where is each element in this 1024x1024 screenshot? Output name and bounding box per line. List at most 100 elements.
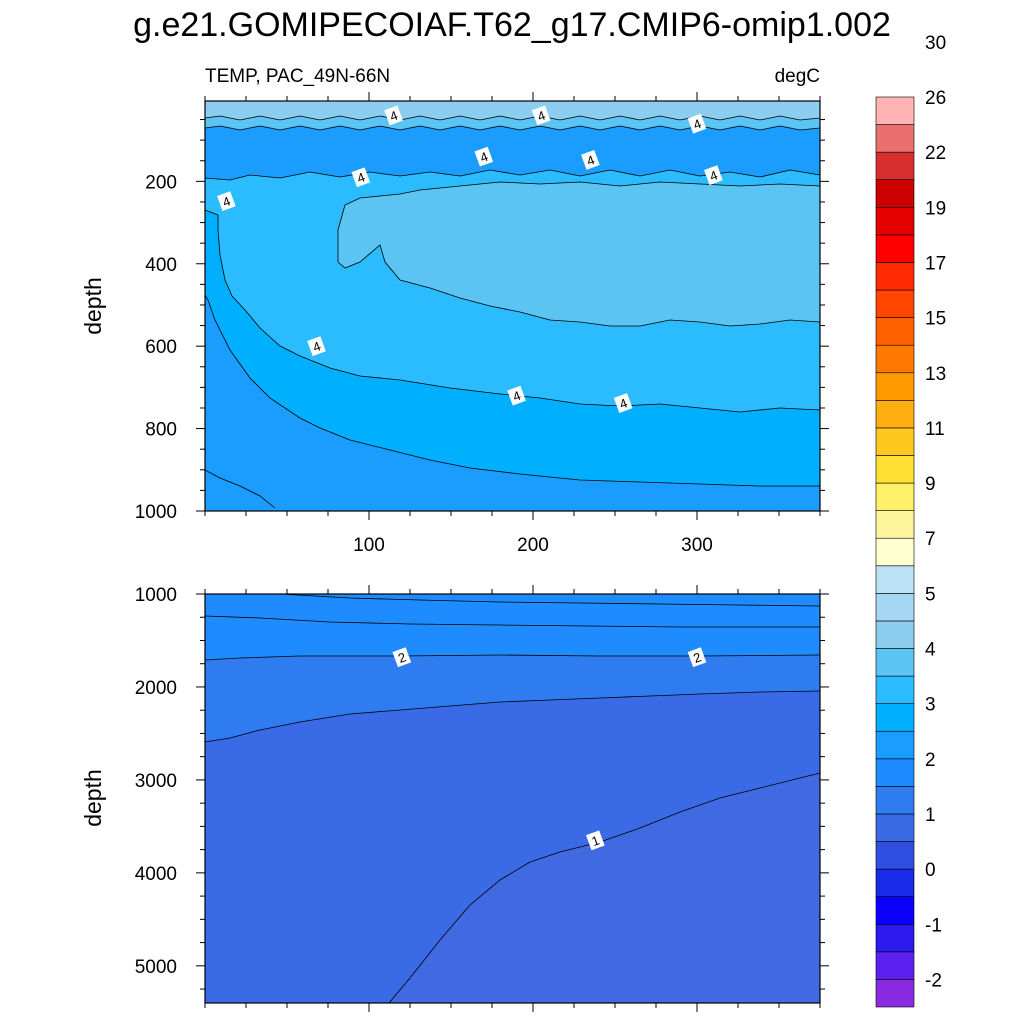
upper-contour-label: 4	[704, 165, 723, 186]
colorbar-label: 5	[925, 584, 936, 605]
upper-contour-label-bg	[351, 167, 371, 188]
upper-xtick-label: 100	[353, 535, 385, 556]
colorbar-swatch	[875, 565, 915, 594]
colorbar-swatch	[875, 124, 915, 153]
colorbar-swatch	[875, 96, 915, 125]
colorbar-label: 0	[925, 860, 936, 881]
upper-contour-label: 4	[687, 113, 707, 134]
colorbar-label: 11	[925, 419, 945, 440]
colorbar-label: 17	[925, 253, 946, 274]
lower-contour-label: 2	[392, 647, 412, 668]
colorbar-swatch	[875, 620, 915, 649]
upper-contour-label-text: 4	[535, 108, 547, 125]
colorbar-swatch	[875, 951, 915, 980]
colorbar-swatch	[875, 207, 915, 236]
upper-xtick-label: 200	[517, 535, 549, 556]
lower-ylabel: depth	[80, 769, 106, 827]
upper-contour-label-bg	[687, 113, 707, 134]
colorbar-swatch	[875, 234, 915, 263]
lower-ytick-label: 5000	[135, 957, 177, 978]
upper-contour-label-text: 4	[478, 149, 490, 166]
upper-contour-label-text: 4	[221, 193, 233, 210]
figure-title: g.e21.GOMIPECOIAF.T62_g17.CMIP6-omip1.00…	[133, 6, 891, 44]
colorbar-swatch	[875, 923, 915, 953]
lower-band-below0	[389, 773, 820, 1003]
colorbar-swatch	[875, 758, 915, 787]
colorbar-label: 2	[925, 750, 936, 771]
upper-ylabel: depth	[80, 277, 106, 335]
colorbar-swatch	[875, 151, 915, 181]
upper-subtitle-right: degC	[775, 66, 820, 87]
colorbar-label: 13	[925, 364, 946, 385]
lower-axes: 1000 2000 3000 4000 5000	[135, 585, 829, 1012]
colorbar-swatch	[875, 896, 915, 925]
upper-subtitle-left: TEMP, PAC_49N-66N	[205, 66, 390, 87]
colorbar-label: -1	[925, 915, 942, 936]
lower-contour-labels: 2 2 1	[392, 647, 707, 851]
upper-contour-label-bg	[384, 105, 403, 126]
upper-band-top-warm	[205, 101, 820, 120]
lower-contour-label-text: 1	[590, 833, 602, 850]
colorbar-swatch	[875, 841, 915, 870]
upper-xtick-label: 300	[681, 535, 713, 556]
upper-contour-lines	[204, 115, 821, 509]
lower-contour-label-bg	[687, 647, 707, 668]
upper-contour-label-text: 4	[585, 152, 597, 169]
lower-ytick-label: 4000	[135, 864, 177, 885]
colorbar-swatch	[875, 289, 915, 318]
colorbar-swatch	[875, 482, 915, 511]
upper-contour-label: 4	[217, 191, 236, 212]
upper-contour-label: 4	[384, 105, 403, 126]
colorbar-swatch	[875, 675, 915, 704]
upper-contour-label: 4	[531, 105, 551, 126]
upper-contour-label-bg	[474, 146, 494, 167]
colorbar-label: 15	[925, 309, 946, 330]
upper-band-5to7	[338, 182, 820, 326]
upper-contour-label-bg	[613, 393, 633, 413]
colorbar: -2 -1 0 1 2 3 4 5 7 9 11 13 15 17 19 22 26 30	[875, 33, 946, 1008]
lower-panel: 2 2 1 1000 2000 3000 4000 5000 depth	[80, 585, 829, 1012]
upper-contour-label: 4	[581, 150, 600, 170]
colorbar-swatch	[875, 537, 915, 567]
upper-ytick-label: 1000	[135, 502, 177, 523]
colorbar-swatch	[875, 372, 915, 401]
lower-ytick-label: 3000	[135, 771, 177, 792]
colorbar-swatch	[875, 813, 915, 842]
upper-contour-label-bg	[307, 336, 326, 357]
upper-contour-label-text: 4	[311, 338, 323, 355]
colorbar-label: -2	[925, 970, 942, 991]
colorbar-label: 3	[925, 695, 936, 716]
colorbar-label: 30	[925, 33, 946, 54]
colorbar-swatch	[875, 455, 915, 484]
upper-contour-label-text: 4	[388, 108, 400, 125]
upper-contour-label: 4	[613, 393, 633, 413]
colorbar-label: 9	[925, 474, 936, 495]
upper-ytick-label: 200	[145, 172, 177, 193]
colorbar-swatch	[875, 317, 915, 346]
colorbar-label: 26	[925, 88, 946, 109]
colorbar-label: 4	[925, 640, 936, 661]
upper-contour-label: 4	[351, 167, 371, 188]
upper-contour-labels: 4 4 4 4 4 4 4 4 4 4 4	[217, 105, 723, 413]
lower-contour-label-text: 2	[691, 649, 703, 666]
colorbar-swatch	[875, 730, 915, 760]
colorbar-swatch	[875, 786, 915, 815]
colorbar-swatch	[875, 400, 915, 429]
colorbar-label: 7	[925, 529, 936, 550]
lower-contour-label-text: 2	[396, 649, 408, 666]
upper-contour-label-text: 4	[691, 116, 703, 133]
colorbar-swatch	[875, 703, 915, 732]
upper-contour-label-text: 4	[617, 395, 629, 412]
colorbar-swatch	[875, 427, 915, 456]
upper-contour-label-bg	[217, 191, 236, 212]
upper-ytick-label: 800	[145, 420, 177, 441]
colorbar-swatch	[875, 179, 915, 208]
colorbar-swatch	[875, 262, 915, 291]
lower-ytick-label: 2000	[135, 678, 177, 699]
colorbar-swatch	[875, 868, 915, 897]
upper-contour-label-text: 4	[708, 167, 720, 184]
lower-contour-label-bg	[392, 647, 412, 668]
upper-contour-label-bg	[507, 385, 526, 406]
upper-axes: 100 200 300 200 400 600 800 1000	[135, 92, 829, 556]
